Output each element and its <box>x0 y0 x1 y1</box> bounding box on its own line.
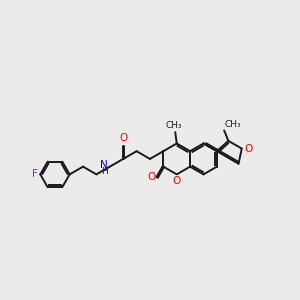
Text: H: H <box>101 167 108 176</box>
Text: O: O <box>147 172 156 182</box>
Text: CH₃: CH₃ <box>165 121 182 130</box>
Text: CH₃: CH₃ <box>225 120 242 129</box>
Text: O: O <box>120 133 128 143</box>
Text: O: O <box>245 144 253 154</box>
Text: F: F <box>32 169 38 179</box>
Text: N: N <box>100 160 108 170</box>
Text: O: O <box>172 176 181 186</box>
